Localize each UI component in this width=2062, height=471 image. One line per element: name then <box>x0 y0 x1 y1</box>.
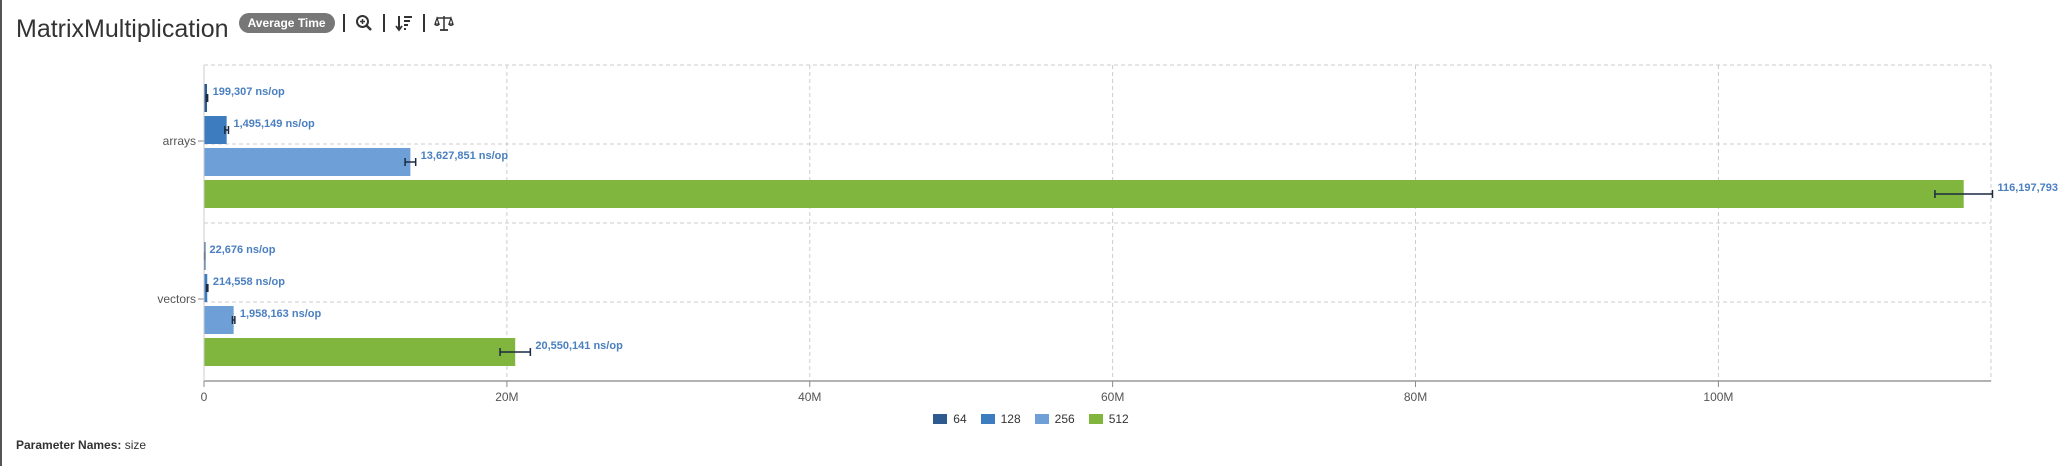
toolbar-separator <box>382 14 385 32</box>
parameter-names-label: Parameter Names: <box>16 438 122 452</box>
legend-item-128[interactable]: 128 <box>980 412 1021 426</box>
data-label-512-vectors: 20,550,141 ns/op <box>535 340 623 352</box>
legend-label: 64 <box>953 412 967 426</box>
zoom-icon[interactable] <box>353 12 375 34</box>
bar-256-vectors <box>204 306 234 334</box>
data-label-256-vectors: 1,958,163 ns/op <box>240 308 322 320</box>
x-tick-label: 60M <box>1101 390 1124 404</box>
x-tick-label: 40M <box>798 390 821 404</box>
bar-128-arrays <box>204 116 227 144</box>
toolbar-separator <box>422 14 425 32</box>
legend-swatch <box>980 414 995 424</box>
chart-header: MatrixMultiplication Average Time <box>16 6 455 46</box>
x-tick-label: 100M <box>1703 390 1733 404</box>
bar-64-arrays <box>204 84 208 112</box>
parameter-names-value: size <box>124 438 147 452</box>
data-label-64-vectors: 22,676 ns/op <box>209 244 275 256</box>
legend-item-64[interactable]: 64 <box>933 412 967 426</box>
legend-label: 128 <box>1000 412 1021 426</box>
sort-icon[interactable] <box>393 12 415 34</box>
bar-512-vectors <box>204 338 516 366</box>
benchmark-title: MatrixMultiplication <box>16 14 229 43</box>
bar-128-vectors <box>204 274 208 302</box>
axis-layer: 0 20M 40M 60M 80M 100M arrays vectors <box>157 65 1991 404</box>
left-border <box>0 0 2 466</box>
data-label-64-arrays: 199,307 ns/op <box>213 86 285 98</box>
x-tick-label: 20M <box>495 390 518 404</box>
legend-swatch <box>933 414 948 424</box>
bars-layer: 199,307 ns/op 1,495,149 ns/op 13,627,851 n… <box>203 84 2058 366</box>
category-label: arrays <box>163 134 196 148</box>
chart-legend: 64 128 256 512 <box>0 412 2062 426</box>
legend-swatch <box>1088 414 1103 424</box>
x-tick-label: 0 <box>201 390 208 404</box>
scale-icon[interactable] <box>433 12 455 34</box>
parameter-names: Parameter Names: size <box>16 438 146 452</box>
mode-badge: Average Time <box>238 13 335 33</box>
data-label-128-arrays: 1,495,149 ns/op <box>233 118 315 130</box>
bar-256-arrays <box>204 148 411 176</box>
legend-label: 512 <box>1108 412 1129 426</box>
bar-512-arrays <box>204 180 1964 208</box>
legend-swatch <box>1034 414 1049 424</box>
toolbar-separator <box>342 14 345 32</box>
legend-item-256[interactable]: 256 <box>1034 412 1075 426</box>
legend-label: 256 <box>1054 412 1075 426</box>
x-tick-label: 80M <box>1404 390 1427 404</box>
data-label-512-arrays: 116,197,793 <box>1997 182 2058 194</box>
grid-layer <box>204 64 1992 381</box>
legend-item-512[interactable]: 512 <box>1088 412 1129 426</box>
category-label: vectors <box>157 292 196 306</box>
data-label-256-arrays: 13,627,851 ns/op <box>421 150 509 162</box>
data-label-128-vectors: 214,558 ns/op <box>213 276 285 288</box>
